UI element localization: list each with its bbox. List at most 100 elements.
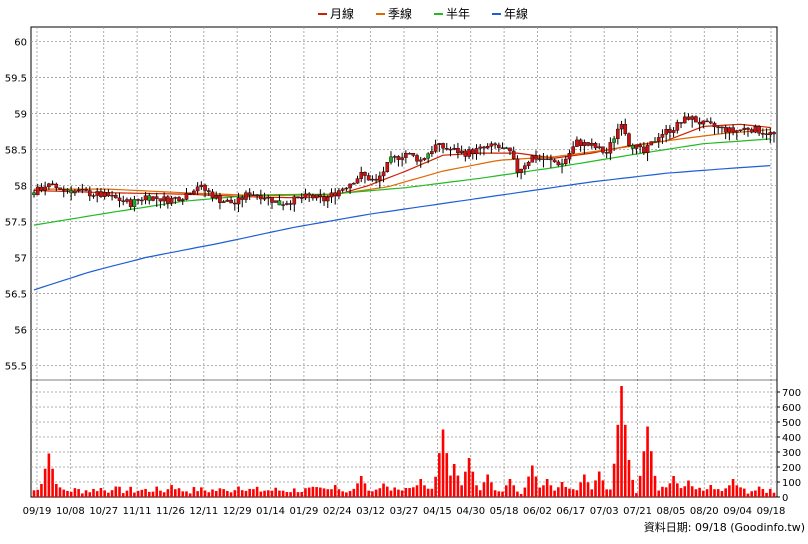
volume-bar bbox=[456, 475, 460, 497]
candle-body bbox=[534, 155, 538, 160]
volume-bar bbox=[586, 482, 590, 497]
volume-bar bbox=[642, 451, 646, 497]
volume-bar bbox=[229, 492, 233, 497]
candle-body bbox=[720, 126, 724, 129]
volume-bar bbox=[415, 485, 419, 497]
candle-body bbox=[259, 195, 263, 200]
volume-bar bbox=[196, 491, 199, 497]
candle-body bbox=[173, 197, 178, 199]
candle-body bbox=[35, 186, 40, 196]
candle-body bbox=[58, 187, 62, 190]
volume-bar bbox=[668, 483, 672, 497]
volume-bar bbox=[345, 492, 348, 497]
volume-bar bbox=[527, 476, 530, 497]
candle-body bbox=[351, 182, 356, 185]
candle-body bbox=[162, 196, 166, 202]
volume-tick-label: 0 bbox=[782, 493, 788, 504]
volume-bar bbox=[568, 488, 571, 497]
volume-bar bbox=[452, 464, 456, 497]
volume-bar bbox=[40, 483, 43, 497]
volume-bar bbox=[81, 493, 84, 497]
candle-body bbox=[523, 165, 527, 170]
candle-body bbox=[519, 168, 523, 173]
price-tick-label: 55.5 bbox=[5, 362, 27, 373]
candle-body bbox=[668, 129, 672, 133]
volume-bar bbox=[557, 487, 560, 497]
volume-bar bbox=[709, 485, 713, 497]
date-tick-label: 09/18 bbox=[757, 506, 786, 517]
volume-bar bbox=[620, 386, 623, 497]
volume-bar bbox=[676, 483, 679, 497]
candle-body bbox=[114, 194, 118, 199]
volume-bar bbox=[635, 493, 638, 497]
candlesticks bbox=[32, 112, 776, 213]
volume-bar bbox=[679, 488, 683, 497]
volume-bar bbox=[359, 476, 363, 497]
volume-bar bbox=[363, 483, 367, 497]
volume-bar bbox=[118, 486, 121, 497]
volume-bar bbox=[114, 486, 118, 497]
candle-body bbox=[623, 124, 628, 134]
volume-bar bbox=[482, 482, 486, 497]
candle-body bbox=[69, 190, 73, 194]
candle-body bbox=[400, 157, 404, 160]
volume-bar bbox=[508, 479, 512, 497]
candle-body bbox=[337, 190, 341, 197]
volume-bars bbox=[32, 386, 776, 497]
candle-body bbox=[708, 121, 713, 124]
volume-bar bbox=[631, 479, 634, 497]
candle-body bbox=[39, 186, 44, 191]
volume-bar bbox=[501, 491, 504, 497]
volume-bar bbox=[66, 490, 69, 497]
candle-body bbox=[616, 128, 620, 139]
volume-bar bbox=[478, 490, 482, 497]
candle-body bbox=[489, 143, 494, 147]
candle-body bbox=[325, 196, 330, 202]
candle-body bbox=[203, 184, 207, 191]
volume-bar bbox=[534, 476, 538, 497]
volume-bar bbox=[107, 492, 110, 497]
volume-bar bbox=[159, 490, 162, 497]
volume-bar bbox=[512, 485, 515, 497]
volume-bar bbox=[397, 489, 400, 497]
candle-body bbox=[244, 192, 248, 200]
candle-body bbox=[95, 191, 100, 196]
candle-body bbox=[593, 142, 598, 149]
volume-bar bbox=[155, 486, 159, 497]
candle-body bbox=[344, 187, 349, 190]
candle-body bbox=[363, 172, 367, 176]
volume-bar bbox=[690, 486, 694, 497]
candle-body bbox=[601, 146, 605, 153]
price-tick-label: 59.5 bbox=[5, 73, 27, 84]
candle-body bbox=[221, 201, 226, 203]
candle-body bbox=[664, 129, 668, 135]
volume-bar bbox=[761, 489, 765, 497]
candle-body bbox=[389, 156, 393, 163]
volume-tick-label: 100 bbox=[782, 478, 801, 489]
volume-bar bbox=[84, 490, 88, 497]
volume-bar bbox=[490, 482, 493, 497]
candle-body bbox=[541, 158, 546, 160]
volume-bar bbox=[278, 490, 281, 497]
candle-body bbox=[281, 204, 285, 206]
date-tick-label: 07/03 bbox=[590, 506, 619, 517]
candle-body bbox=[296, 196, 300, 198]
candle-body bbox=[236, 197, 241, 205]
volume-y-axis: 0 100 200 300 400 500 600 700 bbox=[777, 388, 801, 504]
volume-bar bbox=[400, 490, 404, 497]
volume-tick-label: 200 bbox=[782, 463, 801, 474]
candle-body bbox=[474, 148, 479, 155]
candle-body bbox=[251, 194, 256, 196]
legend-label: 半年 bbox=[446, 7, 470, 21]
volume-bar bbox=[77, 489, 80, 497]
candle-body bbox=[608, 142, 613, 154]
candle-body bbox=[690, 116, 694, 120]
legend-label: 月線 bbox=[330, 6, 354, 21]
volume-bar bbox=[281, 490, 285, 497]
candle-body bbox=[407, 152, 412, 155]
volume-bar bbox=[516, 491, 519, 497]
candle-body bbox=[552, 159, 557, 163]
volume-bar bbox=[728, 485, 731, 497]
candle-body bbox=[418, 159, 423, 162]
volume-bar bbox=[36, 489, 40, 497]
